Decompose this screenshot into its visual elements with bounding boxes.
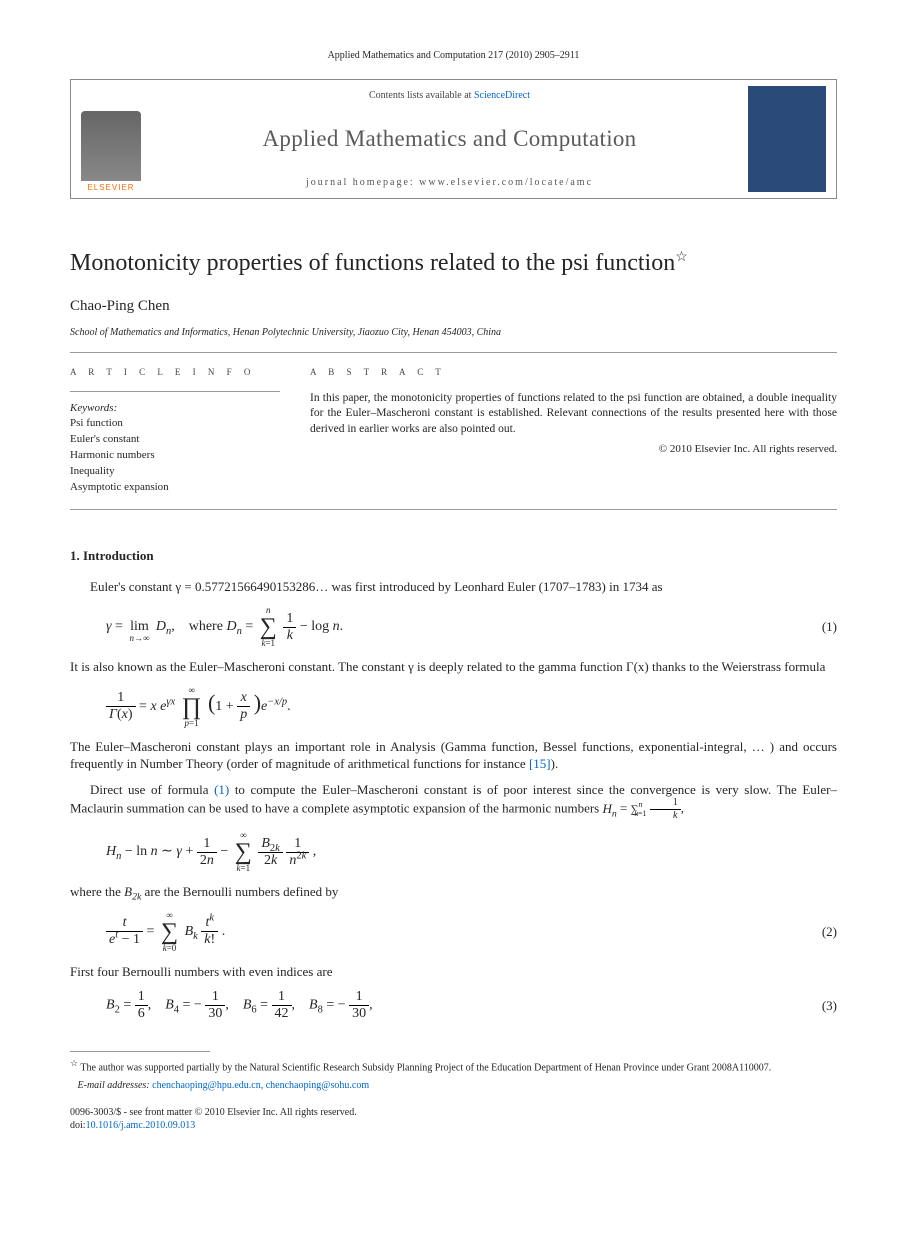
email-label: E-mail addresses: [78, 1080, 150, 1091]
footnote-separator [70, 1051, 210, 1052]
abstract-text: In this paper, the monotonicity properti… [310, 391, 837, 438]
article-info-column: A R T I C L E I N F O Keywords: Psi func… [70, 367, 280, 496]
funding-text: The author was supported partially by th… [80, 1063, 771, 1074]
text-run: Direct use of formula [90, 782, 214, 797]
keyword: Psi function [70, 416, 280, 432]
equation-1: γ = limn→∞ Dn, where Dn = n∑k=1 1k − log… [106, 606, 837, 648]
keywords-list: Psi function Euler's constant Harmonic n… [70, 416, 280, 496]
running-head: Applied Mathematics and Computation 217 … [70, 50, 837, 61]
equation-ref-link[interactable]: (1) [214, 782, 229, 797]
article-footer: 0096-3003/$ - see front matter © 2010 El… [70, 1106, 837, 1132]
gamma-value: γ = 0.57721566490153286… [175, 579, 328, 594]
article-info-heading: A R T I C L E I N F O [70, 367, 280, 377]
citation-link[interactable]: [15] [529, 756, 551, 771]
contents-prefix: Contents lists available at [369, 90, 474, 101]
body-paragraph: Direct use of formula (1) to compute the… [70, 781, 837, 822]
text-run: Euler's constant [90, 579, 175, 594]
elsevier-wordmark: ELSEVIER [87, 183, 134, 192]
keyword: Harmonic numbers [70, 448, 280, 464]
equation-number: (3) [797, 998, 837, 1014]
equation-number: (2) [797, 924, 837, 940]
equation-harmonic-asymptotic: Hn − ln n ∼ γ + 12n − ∞∑k=1 B2k2k 1n2k , [106, 831, 837, 873]
sciencedirect-link[interactable]: ScienceDirect [474, 90, 530, 101]
author-name: Chao-Ping Chen [70, 298, 837, 315]
body-paragraph: where the B2k are the Bernoulli numbers … [70, 883, 837, 901]
abstract-column: A B S T R A C T In this paper, the monot… [310, 367, 837, 496]
doi-label: doi: [70, 1120, 86, 1131]
body-paragraph: Euler's constant γ = 0.57721566490153286… [70, 578, 837, 596]
elsevier-tree-icon [81, 111, 141, 181]
doi-link[interactable]: 10.1016/j.amc.2010.09.013 [86, 1120, 196, 1131]
equation-weierstrass: 1Γ(x) = x eγx ∞∏p=1 (1 + xp )e−x/p. [106, 686, 837, 728]
text-run: are the Bernoulli numbers defined by [141, 884, 338, 899]
body-paragraph: It is also known as the Euler–Mascheroni… [70, 658, 837, 676]
email-link[interactable]: chenchaoping@hpu.edu.cn, chenchaoping@so… [152, 1080, 369, 1091]
keywords-label: Keywords: [70, 402, 280, 414]
issn-line: 0096-3003/$ - see front matter © 2010 El… [70, 1106, 837, 1119]
text-run: was first introduced by Leonhard Euler (… [328, 579, 662, 594]
email-footnote: E-mail addresses: chenchaoping@hpu.edu.c… [70, 1079, 837, 1092]
contents-available: Contents lists available at ScienceDirec… [369, 90, 530, 101]
funding-marker-icon: ☆ [675, 250, 688, 265]
article-title: Monotonicity properties of functions rel… [70, 249, 837, 278]
section-heading: 1. Introduction [70, 548, 837, 564]
equation-number: (1) [797, 619, 837, 635]
funding-footnote: ☆ The author was supported partially by … [70, 1058, 837, 1074]
abstract-heading: A B S T R A C T [310, 367, 837, 377]
divider [70, 509, 837, 510]
journal-cover-thumbnail [748, 86, 826, 192]
equation-2: tet − 1 = ∞∑k=0 Bk tkk! . (2) [106, 911, 837, 953]
journal-banner: ELSEVIER Contents lists available at Sci… [70, 79, 837, 199]
divider [70, 352, 837, 353]
keyword: Euler's constant [70, 432, 280, 448]
equation-3: B2 = 16, B4 = − 130, B6 = 142, B8 = − 13… [106, 990, 837, 1021]
text-run: where the [70, 884, 124, 899]
abstract-copyright: © 2010 Elsevier Inc. All rights reserved… [310, 443, 837, 455]
text-run: The Euler–Mascheroni constant plays an i… [70, 739, 837, 772]
divider [70, 391, 280, 392]
funding-marker-icon: ☆ [70, 1058, 78, 1068]
keyword: Inequality [70, 464, 280, 480]
journal-title: Applied Mathematics and Computation [263, 126, 637, 152]
keyword: Asymptotic expansion [70, 480, 280, 496]
text-run: ). [551, 756, 559, 771]
article-title-text: Monotonicity properties of functions rel… [70, 250, 675, 276]
journal-homepage: journal homepage: www.elsevier.com/locat… [306, 177, 593, 188]
body-paragraph: First four Bernoulli numbers with even i… [70, 963, 837, 981]
elsevier-logo: ELSEVIER [71, 80, 151, 198]
author-affiliation: School of Mathematics and Informatics, H… [70, 327, 837, 338]
body-paragraph: The Euler–Mascheroni constant plays an i… [70, 738, 837, 773]
